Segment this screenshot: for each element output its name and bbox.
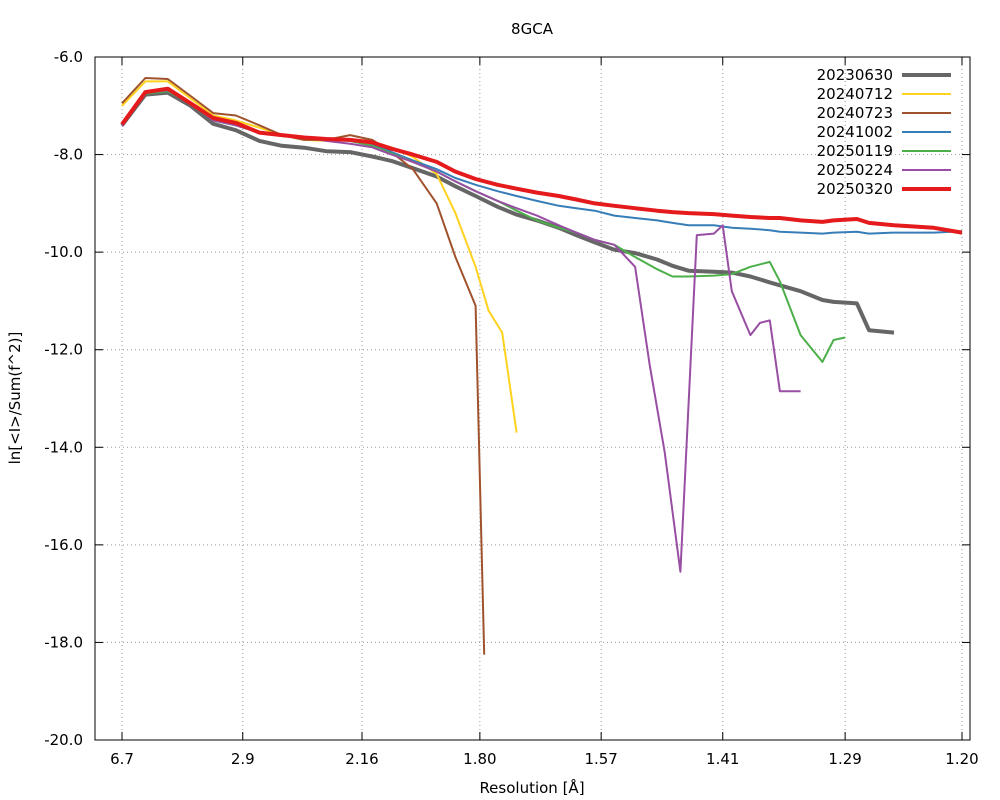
x-tick-label: 6.7 <box>110 750 134 768</box>
y-tick-label: -20.0 <box>44 731 83 749</box>
y-tick-label: -8.0 <box>54 146 83 164</box>
legend-label: 20250320 <box>817 180 893 198</box>
x-tick-label: 1.20 <box>945 750 978 768</box>
x-tick-label: 1.41 <box>706 750 739 768</box>
ticks <box>95 56 970 741</box>
y-tick-label: -16.0 <box>44 536 83 554</box>
x-axis-label: Resolution [Å] <box>479 778 584 797</box>
y-tick-label: -18.0 <box>44 633 83 651</box>
series-line-20240712 <box>121 80 518 433</box>
legend-label: 20250119 <box>817 142 893 160</box>
x-tick-label: 1.29 <box>828 750 861 768</box>
chart-title: 8GCA <box>511 20 554 38</box>
x-tick-label: 1.57 <box>584 750 617 768</box>
x-tick-label: 1.80 <box>463 750 496 768</box>
legend-label: 20240723 <box>817 104 893 122</box>
y-tick-label: -12.0 <box>44 341 83 359</box>
y-tick-label: -14.0 <box>44 438 83 456</box>
series-line-20230630 <box>120 90 895 335</box>
y-tick-label: -10.0 <box>44 243 83 261</box>
legend-label: 20240712 <box>817 85 893 103</box>
legend: 2023063020240712202407232024100220250119… <box>817 66 951 198</box>
legend-label: 20230630 <box>817 66 893 84</box>
plot-frame <box>94 56 971 741</box>
series-line-20250224 <box>121 89 801 573</box>
legend-label: 20241002 <box>817 123 893 141</box>
y-tick-labels: -6.0 -8.0 -10.0 -12.0 -14.0 -16.0 -18.0 -20.0 <box>44 48 83 749</box>
series-line-20250119 <box>121 90 846 363</box>
y-axis-label: ln[<I>/Sum(f^2)] <box>6 332 24 465</box>
x-tick-label: 2.16 <box>345 750 378 768</box>
series-line-20240723 <box>121 77 486 655</box>
x-tick-label: 2.9 <box>231 750 255 768</box>
legend-label: 20250224 <box>817 161 893 179</box>
x-tick-labels: 6.7 2.9 2.16 1.80 1.57 1.41 1.29 1.20 <box>110 750 979 768</box>
series-line-20250320 <box>120 86 963 235</box>
series-layer <box>120 77 963 655</box>
y-tick-label: -6.0 <box>54 48 83 66</box>
